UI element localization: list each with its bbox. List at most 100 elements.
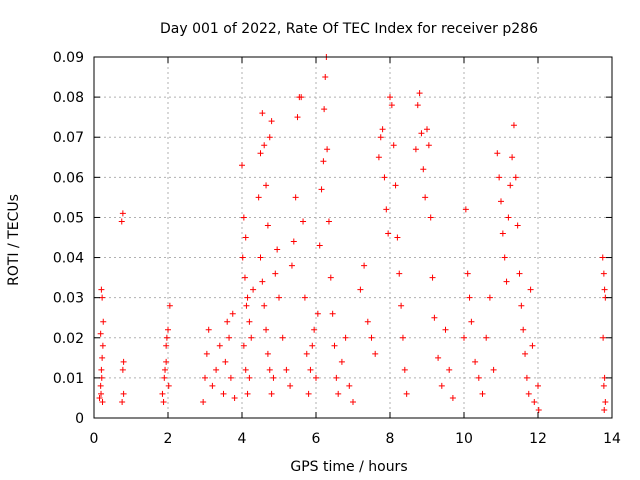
x-tick-label: 14 [603,431,621,447]
data-point [599,254,606,261]
data-point [255,194,262,201]
data-point [268,118,275,125]
data-point [120,390,127,397]
data-point [163,358,170,365]
data-point [396,270,403,277]
data-points-layer [96,54,609,413]
data-point [241,274,248,281]
data-point [466,294,473,301]
data-point [161,374,168,381]
data-point [307,366,314,373]
grid-layer [94,57,612,418]
data-point [494,150,501,157]
data-point [216,342,223,349]
data-point [324,146,331,153]
data-point [226,334,233,341]
data-point [203,350,210,357]
data-point [392,182,399,189]
x-tick-label: 10 [455,431,473,447]
data-point [394,234,401,241]
data-point [239,162,245,169]
data-point [329,310,336,317]
data-point [331,342,338,349]
data-point [601,286,608,293]
data-point [464,270,471,277]
data-point [325,218,332,225]
data-point [425,142,432,149]
data-point [266,366,273,373]
data-point [97,330,104,337]
tick-layer: 0 2 4 6 8 10 12 14 0 0.01 0.02 0.03 0.04 0.05 0.06 0.07… [53,50,621,447]
x-axis-label: GPS time / hours [290,459,407,475]
data-point [320,158,327,165]
data-point [119,398,126,405]
data-point [274,246,281,253]
data-point [512,174,519,181]
data-point [385,230,392,237]
data-point [96,394,103,401]
data-point [205,326,212,333]
data-point [401,366,408,373]
data-point [387,94,393,101]
data-point [514,222,521,229]
data-point [313,374,319,381]
plot-frame [93,56,613,419]
data-point [381,174,388,181]
data-point [600,334,607,341]
data-point [243,302,250,309]
data-point [266,134,273,141]
data-point [160,398,167,405]
data-point [246,374,253,381]
data-point [483,334,490,341]
x-tick-label: 6 [312,431,321,447]
label-layer: Day 001 of 2022, Rate Of TEC Index for r… [6,21,538,475]
data-point [222,358,229,365]
data-point [99,398,106,405]
data-point [509,154,516,161]
data-point [231,394,238,401]
x-tick-label: 12 [529,431,547,447]
data-point [427,214,434,221]
data-point [209,382,216,389]
data-point [438,382,445,389]
data-point [227,374,234,381]
data-point [364,318,371,325]
data-point [525,390,532,397]
data-point [263,326,270,333]
data-point [229,310,236,317]
data-point [264,222,271,229]
data-point [507,182,514,189]
data-point [338,358,345,365]
data-point [468,318,475,325]
data-point [486,294,493,301]
data-point [414,102,421,109]
data-point [375,154,382,161]
data-point [257,150,264,157]
x-tick-label: 0 [90,431,99,447]
data-point [272,270,279,277]
data-point [498,198,504,205]
data-point [518,302,525,309]
data-point [529,342,536,349]
data-point [318,186,325,193]
data-point [264,350,271,357]
data-point [462,206,469,213]
data-point [240,342,247,349]
data-point [446,366,453,373]
data-point [420,166,427,173]
data-point [220,390,227,397]
data-point [162,366,169,373]
data-point [510,122,517,129]
data-point [520,326,527,333]
y-tick-label: 0.04 [53,251,84,267]
data-point [119,210,126,217]
data-point [503,278,510,285]
data-point [250,286,257,293]
data-point [242,366,249,373]
data-point [531,398,538,405]
data-point [311,326,318,333]
data-point [163,342,170,349]
data-point [475,374,482,381]
data-point [490,366,497,373]
